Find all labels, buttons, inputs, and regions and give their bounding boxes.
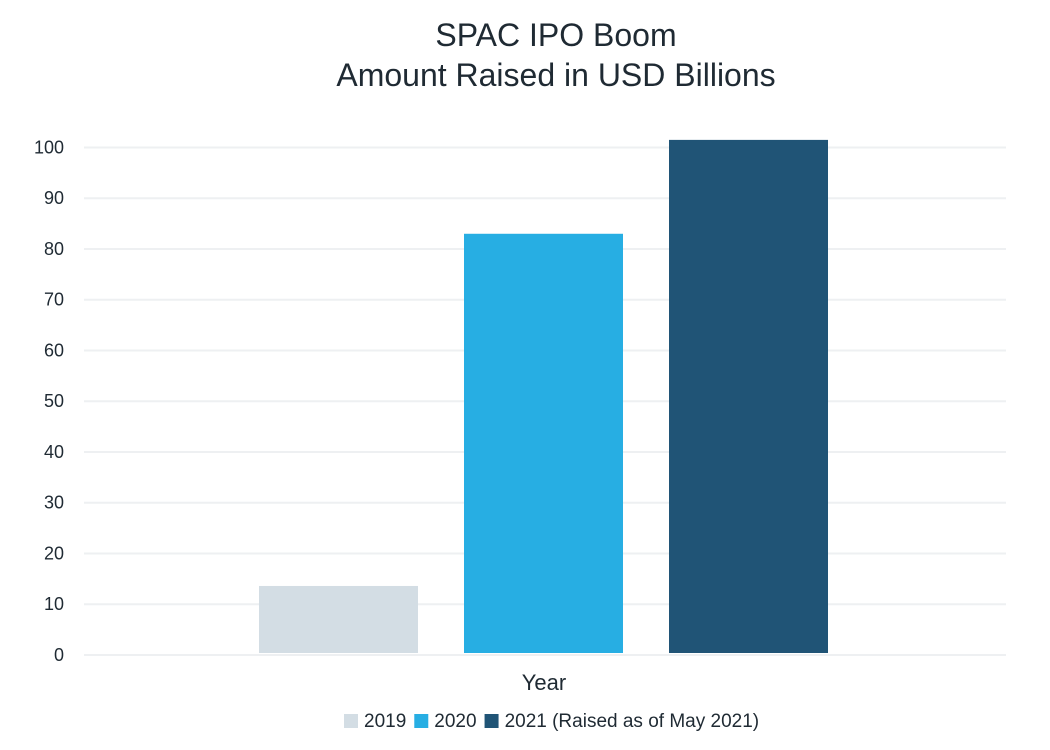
y-tick-label: 10 bbox=[44, 594, 64, 614]
chart-title: SPAC IPO Boom bbox=[435, 17, 676, 53]
chart-subtitle: Amount Raised in USD Billions bbox=[336, 57, 775, 93]
legend-label-1: 2019 bbox=[364, 711, 406, 732]
x-axis-title: Year bbox=[522, 670, 566, 695]
y-tick-label: 70 bbox=[44, 290, 64, 310]
legend: 2019 2020 2021 (Raised as of May 2021) bbox=[344, 711, 759, 732]
y-tick-label: 80 bbox=[44, 239, 64, 259]
legend-swatch-1 bbox=[344, 714, 358, 728]
bar-2 bbox=[464, 233, 623, 653]
legend-label-3: 2021 (Raised as of May 2021) bbox=[505, 711, 760, 732]
y-tick-label: 30 bbox=[44, 493, 64, 513]
y-tick-label: 0 bbox=[54, 645, 64, 665]
y-tick-label: 20 bbox=[44, 543, 64, 563]
y-tick-label: 60 bbox=[44, 340, 64, 360]
y-tick-label: 90 bbox=[44, 188, 64, 208]
legend-label-2: 2020 bbox=[434, 711, 476, 732]
legend-swatch-3 bbox=[484, 714, 499, 728]
bar-1 bbox=[259, 585, 418, 653]
bar-3 bbox=[669, 139, 828, 653]
y-tick-label: 50 bbox=[44, 391, 64, 411]
legend-swatch-2 bbox=[414, 714, 429, 728]
y-tick-label: 100 bbox=[34, 137, 64, 157]
bars bbox=[259, 139, 828, 653]
y-tick-label: 40 bbox=[44, 442, 64, 462]
y-axis-ticks: 0 10 20 30 40 50 60 70 80 90 100 bbox=[34, 137, 64, 665]
